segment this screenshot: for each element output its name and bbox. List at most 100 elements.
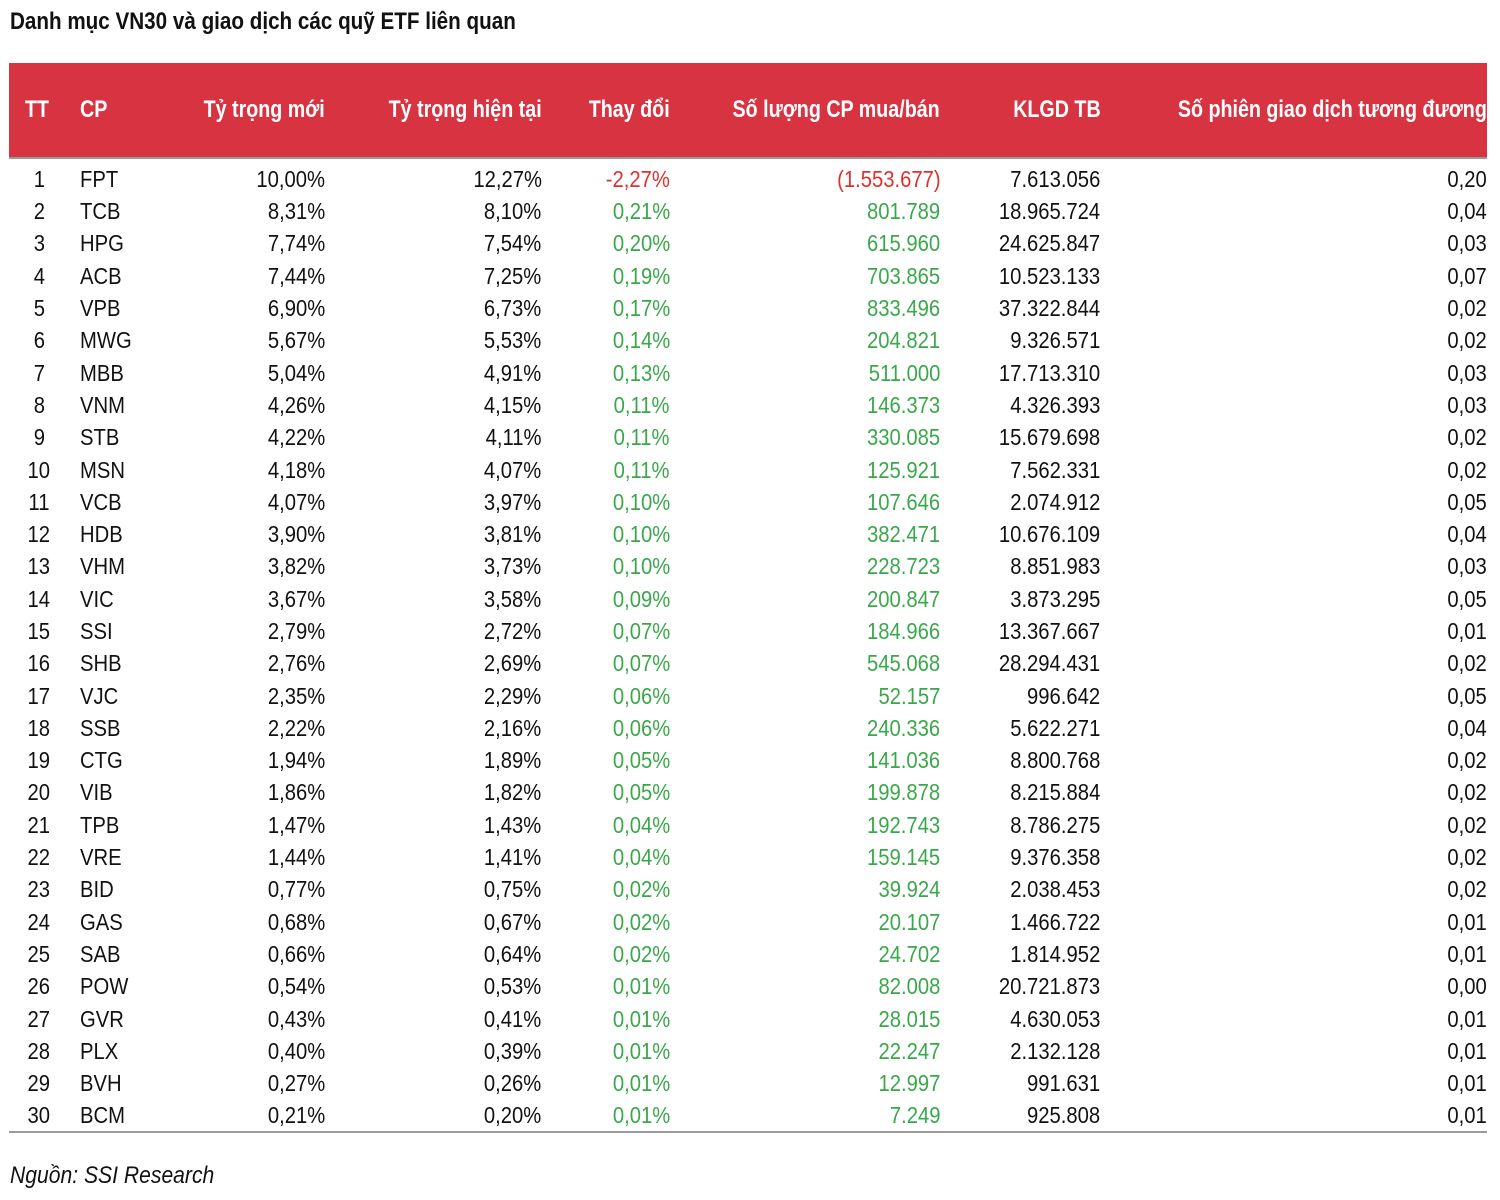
ticker-cell: TCB: [79, 198, 121, 225]
avg-volume-cell: 4.630.053: [1010, 1005, 1101, 1032]
avg-volume-cell: 2.074.912: [1010, 488, 1101, 515]
avg-volume-cell: 17.713.310: [999, 359, 1101, 386]
tt-cell: 27: [28, 1005, 51, 1032]
table-row: 27 GVR 0,43% 0,41% 0,01% 28.015 4.630.053 0,01: [9, 1002, 1487, 1034]
ticker-cell: BVH: [79, 1070, 122, 1097]
new-weight-cell: 7,44%: [267, 262, 325, 289]
table-row: 18 SSB 2,22% 2,16% 0,06% 240.336 5.622.271 0,04: [9, 712, 1487, 744]
current-weight-cell: 1,41%: [484, 844, 542, 871]
ticker-cell: TPB: [79, 811, 119, 838]
new-weight-cell: 1,47%: [267, 811, 325, 838]
avg-volume-cell: 8.215.884: [1010, 779, 1101, 806]
tt-cell: 2: [33, 198, 45, 225]
ticker-cell: SSB: [79, 714, 121, 741]
table-row: 3 HPG 7,74% 7,54% 0,20% 615.960 24.625.847 0,03: [9, 227, 1487, 259]
avg-volume-cell: 20.721.873: [999, 973, 1101, 1000]
table-header-row: TT CP Tỷ trọng mới Tỷ trọng hiện tại Tha…: [9, 63, 1487, 159]
change-cell: 0,06%: [612, 714, 670, 741]
shares-cell: 511.000: [868, 359, 941, 386]
sessions-cell: 0,02: [1447, 844, 1487, 871]
ticker-cell: SSI: [79, 618, 113, 644]
sessions-cell: 0,07: [1447, 262, 1487, 289]
ticker-cell: SHB: [79, 650, 122, 677]
table-row: 11 VCB 4,07% 3,97% 0,10% 107.646 2.074.912 0,05: [9, 486, 1487, 518]
change-cell: 0,10%: [612, 521, 670, 548]
sessions-cell: 0,05: [1447, 682, 1487, 709]
shares-cell: 28.015: [878, 1005, 941, 1032]
shares-cell: 184.966: [866, 618, 941, 644]
current-weight-cell: 0,67%: [484, 908, 542, 935]
avg-volume-cell: 925.808: [940, 1099, 1101, 1134]
change-cell: 0,06%: [612, 682, 670, 709]
shares-cell: 125.921: [866, 456, 941, 483]
new-weight-cell: 1,86%: [267, 779, 325, 806]
new-weight-cell: 0,27%: [267, 1070, 325, 1097]
new-weight-cell: 0,21%: [165, 1099, 325, 1134]
ticker-cell: CTG: [79, 747, 123, 774]
current-weight-cell: 0,64%: [484, 940, 542, 967]
ticker-cell: BID: [79, 876, 114, 903]
source-note: Nguồn: SSI Research: [10, 1162, 215, 1189]
sessions-cell: 0,02: [1447, 811, 1487, 838]
avg-volume-cell: 8.800.768: [1010, 747, 1101, 774]
sessions-cell: 0,01: [1447, 940, 1487, 967]
ticker-cell: HDB: [79, 521, 123, 548]
avg-volume-cell: 2.038.453: [1010, 876, 1101, 903]
table-row: 25 SAB 0,66% 0,64% 0,02% 24.702 1.814.952 0,01: [9, 938, 1487, 970]
ticker-cell: SAB: [79, 940, 121, 967]
table-row: 17 VJC 2,35% 2,29% 0,06% 52.157 996.642 0,05: [9, 679, 1487, 711]
table-row: 19 CTG 1,94% 1,89% 0,05% 141.036 8.800.768 0,02: [9, 744, 1487, 776]
change-cell: 0,21%: [612, 198, 670, 225]
table-row: 5 VPB 6,90% 6,73% 0,17% 833.496 37.322.844 0,02: [9, 292, 1487, 324]
tt-cell: 29: [28, 1070, 51, 1097]
change-cell: 0,13%: [612, 359, 670, 386]
table-row: 1 FPT 10,00% 12,27% -2,27% (1.553.677) 7.613.0…: [9, 158, 1487, 195]
header-change: Thay đổi: [541, 63, 670, 159]
change-cell: 0,04%: [612, 811, 670, 838]
sessions-cell: 0,03: [1447, 553, 1487, 580]
current-weight-cell: 0,53%: [484, 973, 542, 1000]
new-weight-cell: 5,67%: [267, 327, 325, 354]
new-weight-cell: 10,00%: [256, 166, 325, 192]
tt-cell: 18: [28, 714, 51, 741]
new-weight-cell: 3,82%: [267, 553, 325, 580]
new-weight-cell: 3,67%: [267, 585, 325, 612]
ticker-cell: GAS: [79, 908, 123, 935]
shares-cell: 615.960: [866, 230, 941, 257]
ticker-cell: MWG: [79, 327, 132, 354]
new-weight-cell: 6,90%: [267, 295, 325, 322]
tt-cell: 22: [28, 844, 51, 871]
table-row: 26 POW 0,54% 0,53% 0,01% 82.008 20.721.873 0,00: [9, 970, 1487, 1002]
table-row: 29 BVH 0,27% 0,26% 0,01% 12.997 991.631 0,01: [9, 1067, 1487, 1099]
table-row: 14 VIC 3,67% 3,58% 0,09% 200.847 3.873.295 0,05: [9, 583, 1487, 615]
shares-cell: 382.471: [866, 521, 941, 548]
shares-cell: 52.157: [878, 682, 941, 709]
new-weight-cell: 2,35%: [267, 682, 325, 709]
table-row: 2 TCB 8,31% 8,10% 0,21% 801.789 18.965.724 0,04: [9, 195, 1487, 227]
shares-cell: 204.821: [866, 327, 941, 354]
change-cell: 0,20%: [612, 230, 670, 257]
shares-cell: 82.008: [878, 973, 941, 1000]
avg-volume-cell: 2.132.128: [1010, 1037, 1101, 1064]
current-weight-cell: 1,82%: [484, 779, 542, 806]
avg-volume-cell: 13.367.667: [999, 618, 1101, 644]
current-weight-cell: 2,69%: [484, 650, 542, 677]
sessions-cell: 0,03: [1447, 230, 1487, 257]
shares-cell: 545.068: [866, 650, 941, 677]
sessions-cell: 0,20: [1447, 166, 1487, 192]
tt-cell: 3: [33, 230, 45, 257]
avg-volume-cell: 8.851.983: [1010, 553, 1101, 580]
current-weight-cell: 1,43%: [484, 811, 542, 838]
header-tt: TT: [9, 63, 70, 159]
current-weight-cell: 2,72%: [484, 618, 542, 644]
sessions-cell: 0,02: [1447, 424, 1487, 451]
change-cell: 0,11%: [613, 424, 670, 451]
change-cell: 0,01%: [612, 1070, 670, 1097]
sessions-cell: 0,00: [1447, 973, 1487, 1000]
tt-cell: 4: [33, 262, 45, 289]
shares-cell: 703.865: [866, 262, 941, 289]
ticker-cell: POW: [79, 973, 128, 1000]
sessions-cell: 0,01: [1447, 1005, 1487, 1032]
table-row: 16 SHB 2,76% 2,69% 0,07% 545.068 28.294.431 0,0…: [9, 647, 1487, 679]
new-weight-cell: 4,18%: [267, 456, 325, 483]
